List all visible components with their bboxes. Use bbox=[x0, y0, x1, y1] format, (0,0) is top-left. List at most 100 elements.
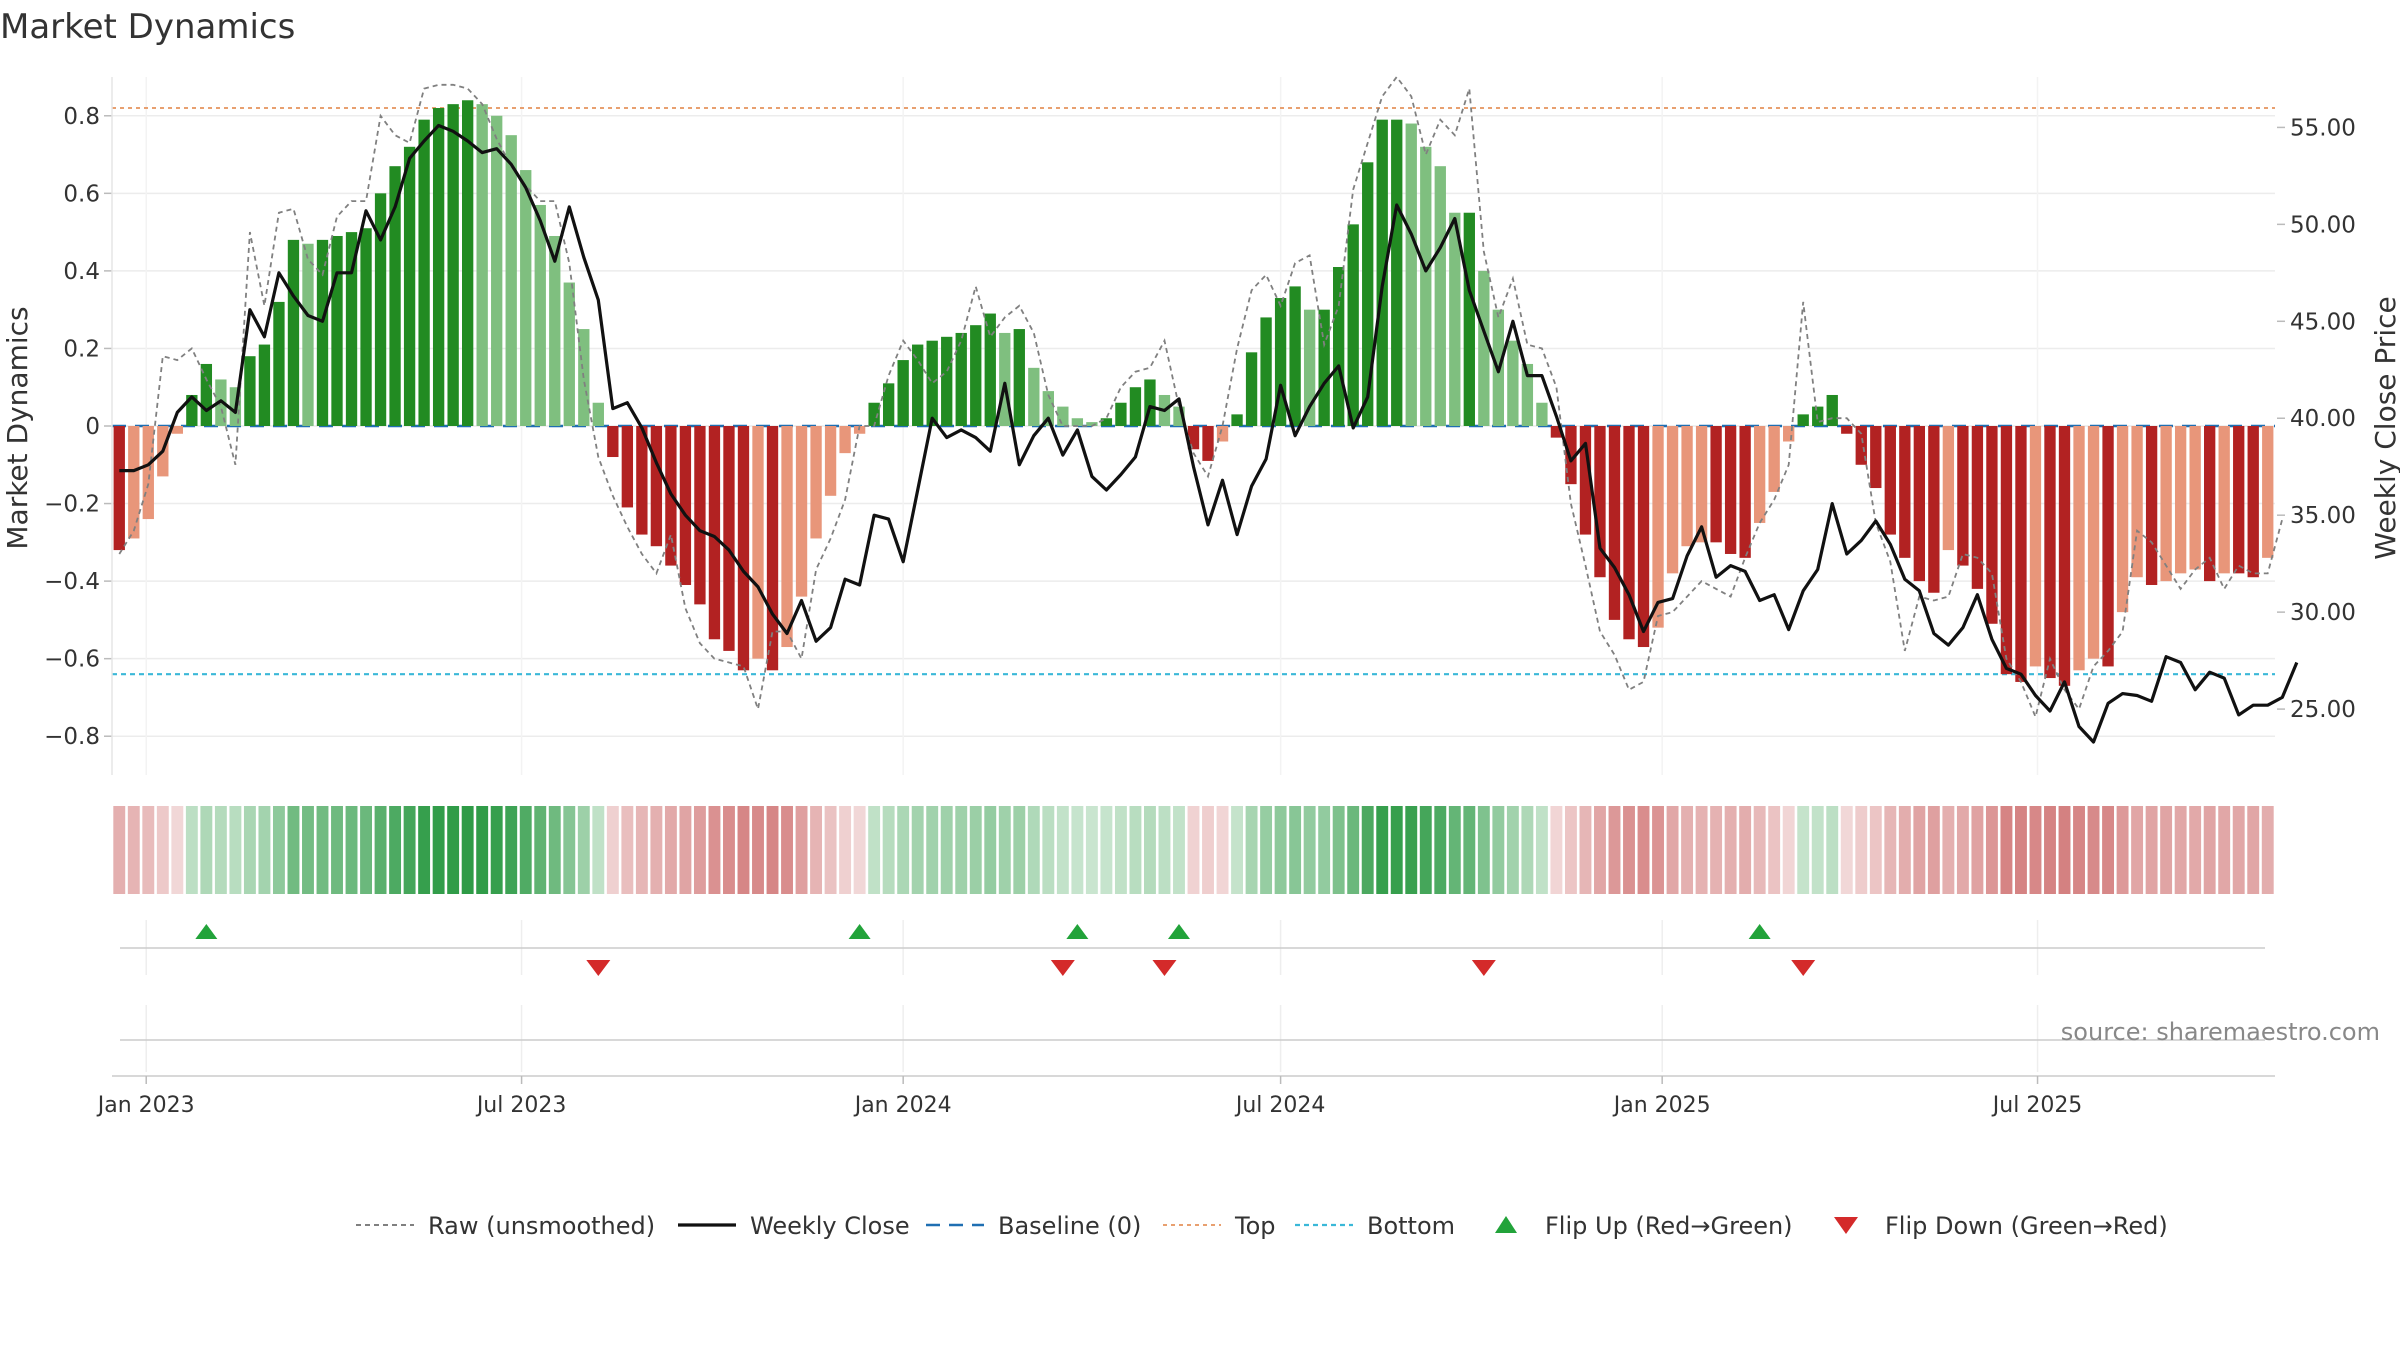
strip-cell bbox=[1608, 806, 1621, 894]
strip-cell bbox=[214, 806, 227, 894]
dynamics-bar bbox=[1928, 426, 1940, 593]
strip-cell bbox=[1797, 806, 1810, 894]
dynamics-bar bbox=[273, 301, 285, 426]
dynamics-bar bbox=[1013, 329, 1025, 426]
dynamics-bar bbox=[1420, 146, 1432, 427]
dynamics-bar bbox=[2000, 426, 2013, 675]
strip-cell bbox=[316, 806, 329, 894]
strip-cell bbox=[1332, 806, 1345, 894]
strip-cell bbox=[1492, 806, 1505, 894]
strip-cell bbox=[1985, 806, 1998, 894]
flip-down-marker bbox=[1791, 960, 1816, 976]
y2-tick-label: 40.00 bbox=[2290, 406, 2356, 432]
weekly-close-line bbox=[119, 123, 2299, 744]
strip-cell bbox=[2000, 806, 2013, 894]
strip-cell bbox=[2247, 806, 2260, 894]
strip-cell bbox=[1521, 806, 1534, 894]
y2-axis-label: Weekly Close Price bbox=[2369, 296, 2400, 559]
dynamics-bar bbox=[171, 426, 183, 434]
strip-cell bbox=[1710, 806, 1723, 894]
x-tick-label: Jan 2025 bbox=[1612, 1093, 1711, 1118]
strip-cell bbox=[1231, 806, 1244, 894]
strip-cell bbox=[534, 806, 547, 894]
strip-cell bbox=[1695, 806, 1708, 894]
strip-cell bbox=[1042, 806, 1055, 894]
dynamics-bar bbox=[360, 228, 372, 426]
dynamics-bar bbox=[1942, 426, 1955, 551]
strip-cell bbox=[781, 806, 793, 894]
y-tick-label: 0 bbox=[85, 414, 100, 440]
strip-cell bbox=[1826, 806, 1839, 894]
strip-cell bbox=[505, 806, 518, 894]
strip-cell bbox=[868, 806, 881, 894]
dynamics-bar bbox=[418, 119, 430, 427]
dynamics-bar bbox=[1724, 426, 1737, 554]
dynamics-bar bbox=[1071, 418, 1084, 426]
strip-cell bbox=[1594, 806, 1606, 894]
dynamics-bar bbox=[926, 340, 938, 426]
dynamics-bar bbox=[1129, 387, 1142, 426]
dynamics-bar bbox=[1216, 426, 1229, 442]
dynamics-bar bbox=[1057, 406, 1069, 426]
dynamics-bar bbox=[824, 426, 837, 496]
flip-up-marker bbox=[1748, 924, 1771, 939]
dynamics-bar bbox=[737, 426, 750, 671]
dynamics-bar bbox=[1753, 426, 1766, 523]
dynamics-bar bbox=[1521, 363, 1534, 426]
strip-cell bbox=[1811, 806, 1824, 894]
dynamics-bar bbox=[1637, 426, 1650, 648]
y2-tick-label: 30.00 bbox=[2290, 600, 2356, 626]
strip-cell bbox=[1724, 806, 1737, 894]
dynamics-bar bbox=[1086, 422, 1098, 426]
dynamics-bar bbox=[1536, 402, 1548, 426]
strip-cell bbox=[1114, 806, 1127, 894]
dynamics-bar bbox=[1870, 426, 1882, 489]
strip-cell bbox=[679, 806, 692, 894]
right-y-axis: 25.00 30.00 35.00 40.00 45.00 50.00 55.00 bbox=[2277, 115, 2356, 723]
strip-cell bbox=[1913, 806, 1926, 894]
strip-cell bbox=[969, 806, 982, 894]
strip-cell bbox=[127, 806, 140, 894]
dynamics-bar bbox=[1405, 123, 1417, 427]
strip-cell bbox=[1013, 806, 1026, 894]
dynamics-bar bbox=[1028, 367, 1040, 426]
dynamics-bar bbox=[1797, 414, 1809, 426]
dynamics-bar bbox=[2087, 426, 2100, 659]
y2-tick-label: 45.00 bbox=[2290, 309, 2356, 335]
y-tick-label: 0.4 bbox=[63, 259, 100, 285]
strip-cell bbox=[2029, 806, 2042, 894]
dynamics-bar bbox=[2116, 426, 2129, 613]
strip-cell bbox=[1739, 806, 1752, 894]
dynamics-bar bbox=[1260, 317, 1272, 426]
dynamics-bar bbox=[200, 363, 213, 426]
dynamics-bar bbox=[970, 325, 982, 426]
dynamics-bar bbox=[795, 426, 808, 597]
strip-cell bbox=[1158, 806, 1171, 894]
strip-cell bbox=[2058, 806, 2071, 894]
dynamics-bar bbox=[2058, 426, 2071, 686]
dynamics-bar bbox=[1115, 402, 1127, 426]
strip-cell bbox=[2189, 806, 2202, 894]
dynamics-bar bbox=[1739, 426, 1751, 558]
strip-cell bbox=[1303, 806, 1316, 894]
dynamics-bar bbox=[1333, 267, 1345, 426]
dynamics-bar bbox=[476, 104, 488, 427]
strip-cell bbox=[795, 806, 808, 894]
flip-markers-panel bbox=[120, 920, 2265, 1072]
dynamics-bar bbox=[461, 100, 474, 427]
strip-cell bbox=[1071, 806, 1084, 894]
left-y-axis: −0.8 −0.6 −0.4 −0.2 0 0.2 0.4 0.6 0.8 bbox=[44, 77, 113, 775]
strip-cell bbox=[2174, 806, 2187, 894]
dynamics-bar bbox=[723, 426, 735, 651]
strip-cell bbox=[650, 806, 663, 894]
dynamics-bar bbox=[1144, 379, 1156, 426]
dynamics-bar bbox=[1449, 212, 1461, 426]
strip-cell bbox=[1782, 806, 1795, 894]
strip-cell bbox=[476, 806, 489, 894]
strip-cell bbox=[737, 806, 750, 894]
y2-tick-label: 25.00 bbox=[2290, 697, 2356, 723]
strip-cell bbox=[1274, 806, 1287, 894]
strip-cell bbox=[1202, 806, 1214, 894]
strip-cell bbox=[911, 806, 924, 894]
strip-cell bbox=[272, 806, 285, 894]
